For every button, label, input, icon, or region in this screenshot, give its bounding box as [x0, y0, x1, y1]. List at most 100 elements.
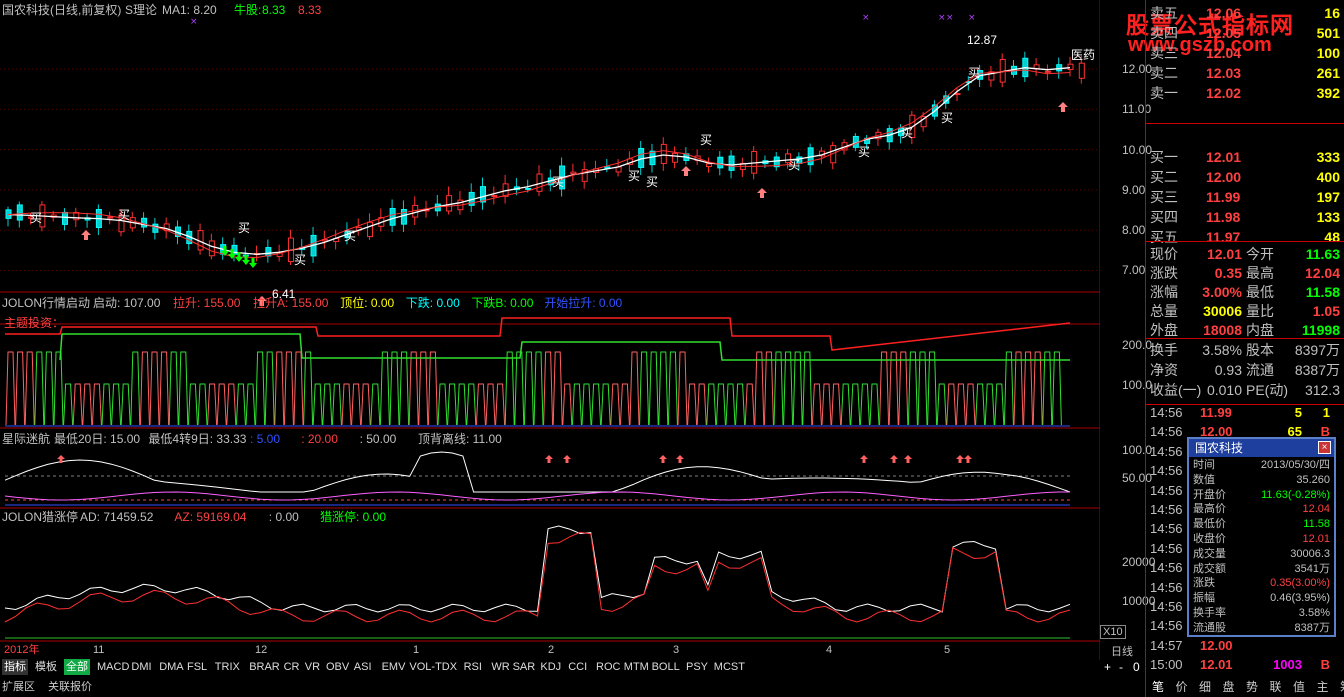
indicator-button-roc[interactable]: ROC	[596, 661, 621, 673]
buy-row-1[interactable]: 买一 12.01 333	[1150, 147, 1342, 167]
panel1-bar	[571, 383, 582, 426]
sell-row-2[interactable]: 卖四 12.05 501	[1150, 23, 1342, 43]
x-tick-0: 2012年	[4, 644, 40, 656]
panel1-bar	[187, 383, 198, 426]
panel1-bar	[792, 351, 803, 426]
sell-row-1[interactable]: 卖五 12.06 16	[1150, 3, 1342, 23]
panel1-bar	[619, 383, 630, 426]
indicator-button-vol-tdx[interactable]: VOL-TDX	[409, 661, 458, 673]
panel3-value-0: AD: 71459.52	[80, 510, 154, 524]
indicator-button-emv[interactable]: EMV	[381, 661, 406, 673]
indicator-button-vr[interactable]: VR	[304, 661, 321, 673]
indicator-button-sar[interactable]: SAR	[512, 661, 536, 673]
right-tab-1[interactable]: 价	[1175, 680, 1188, 694]
indicator-button-obv[interactable]: OBV	[326, 661, 350, 673]
candle-body	[141, 217, 148, 228]
tick-flag: B	[1320, 657, 1330, 673]
panel1-bar	[648, 351, 659, 426]
panel2-title: 星际迷航	[2, 432, 51, 446]
indicator-button-dmi[interactable]: DMI	[131, 661, 152, 673]
indicator-button-trix[interactable]: TRIX	[214, 661, 240, 673]
indicator-button-rsi[interactable]: RSI	[463, 661, 482, 673]
panel1-bar	[24, 351, 35, 426]
zoom-in-button[interactable]: +	[1104, 660, 1112, 674]
buy-row-2[interactable]: 买二 12.00 400	[1150, 167, 1342, 187]
panel1-bar	[331, 383, 342, 426]
indicator-button-cr[interactable]: CR	[283, 661, 300, 673]
popup-value: 12.04	[1302, 503, 1330, 516]
ytick-p2-0: 100.0	[1122, 443, 1153, 457]
sell-row-4[interactable]: 卖二 12.03 261	[1150, 63, 1342, 83]
buy-row-3[interactable]: 买三 11.99 197	[1150, 187, 1342, 207]
related-quotes-tab[interactable]: 关联报价	[48, 681, 92, 693]
sell-label: 卖二	[1150, 65, 1178, 81]
buy-price: 12.01	[1206, 149, 1242, 165]
panel3-value-3: 猎涨停: 0.00	[320, 510, 387, 524]
stat-value: 0.010	[1206, 382, 1242, 398]
right-tab-4[interactable]: 势	[1246, 680, 1259, 694]
buy-row-4[interactable]: 买四 11.98 133	[1150, 207, 1342, 227]
toolbar-tab-2[interactable]: 全部	[64, 659, 90, 675]
indicator-button-mcst[interactable]: MCST	[713, 661, 745, 673]
indicator-button-psy[interactable]: PSY	[686, 661, 709, 673]
down-arrow-icon	[249, 258, 257, 268]
right-tab-7[interactable]: 主	[1316, 680, 1329, 694]
panel2-arrow-icon	[890, 455, 898, 463]
indicator-button-dma[interactable]: DMA	[159, 661, 184, 673]
zoom-reset-button[interactable]: 0	[1133, 660, 1140, 674]
panel1-bar	[1051, 351, 1062, 426]
period-label[interactable]: 日线	[1111, 646, 1133, 658]
right-tab-5[interactable]: 联	[1269, 680, 1282, 694]
indicator-button-cci[interactable]: CCI	[568, 661, 588, 673]
sell-row-3[interactable]: 卖三 12.04 100	[1150, 43, 1342, 63]
indicator-button-brar[interactable]: BRAR	[249, 661, 280, 673]
indicator-button-mtm[interactable]: MTM	[623, 661, 649, 673]
panel1-bar	[831, 383, 842, 426]
panel1-bar	[869, 383, 880, 426]
popup-row: 涨跌 0.35(3.00%)	[1191, 576, 1332, 591]
panel1-bar	[303, 351, 314, 426]
popup-row: 最高价 12.04	[1191, 502, 1332, 517]
extension-tab[interactable]: 扩展区	[2, 681, 35, 693]
sell-volume: 501	[1316, 25, 1340, 41]
candle-body	[389, 208, 396, 226]
tick-row: 14:56	[1150, 482, 1342, 500]
indicator-button-fsl[interactable]: FSL	[187, 661, 208, 673]
panel1-bar	[197, 383, 208, 426]
right-tab-6[interactable]: 值	[1293, 680, 1306, 694]
popup-value: 8387万	[1294, 621, 1330, 634]
indicator-button-macd[interactable]: MACD	[97, 661, 130, 673]
stat-label: 涨跌	[1150, 265, 1178, 281]
popup-close-icon[interactable]: ×	[1318, 441, 1331, 454]
popup-title[interactable]: 国农科技	[1189, 439, 1334, 457]
panel1-bar	[821, 383, 832, 426]
toolbar-tab-1[interactable]: 模板	[35, 661, 57, 673]
tick-row: 14:56	[1150, 462, 1342, 480]
panel1-bar	[667, 351, 678, 426]
toolbar-tab-0[interactable]: 指标	[2, 659, 28, 675]
right-tab-0[interactable]: 笔	[1152, 680, 1165, 694]
indicator-button-wr[interactable]: WR	[491, 661, 510, 673]
panel1-value-6: 开始拉升: 0.00	[544, 296, 623, 310]
stat-label: 现价	[1150, 246, 1178, 262]
panel1-bar	[1003, 351, 1014, 426]
buy-volume: 333	[1316, 149, 1340, 165]
stat-label: PE(动)	[1246, 382, 1288, 398]
right-tab-3[interactable]: 盘	[1222, 680, 1235, 694]
panel1-bar	[43, 351, 54, 426]
kline-chart-svg[interactable]: 买买买买买买买买买买买买买买× × × × ×	[0, 0, 1344, 660]
watermark-title: 股票公式指标网	[1126, 12, 1294, 38]
info-popup[interactable]: 国农科技 × 时间 2013/05/30/四 数值 35.260 开盘价 11.63(-0…	[1187, 437, 1336, 637]
right-tab-2[interactable]: 细	[1199, 680, 1212, 694]
kline-chart-area[interactable]: 买买买买买买买买买买买买买买 × × × × ×	[0, 0, 1344, 660]
sell-row-5[interactable]: 卖一 12.02 392	[1150, 83, 1342, 103]
indicator-button-kdj[interactable]: KDJ	[540, 661, 562, 673]
panel2-arrow-icon	[860, 455, 868, 463]
panel1-bar	[562, 383, 573, 426]
indicator-button-asi[interactable]: ASI	[353, 661, 372, 673]
scale-label[interactable]: X10	[1100, 625, 1126, 639]
right-tab-8[interactable]: 筹	[1340, 678, 1344, 695]
indicator-button-boll[interactable]: BOLL	[651, 661, 680, 673]
zoom-out-button[interactable]: -	[1119, 660, 1123, 674]
panel1-bar	[63, 383, 74, 426]
